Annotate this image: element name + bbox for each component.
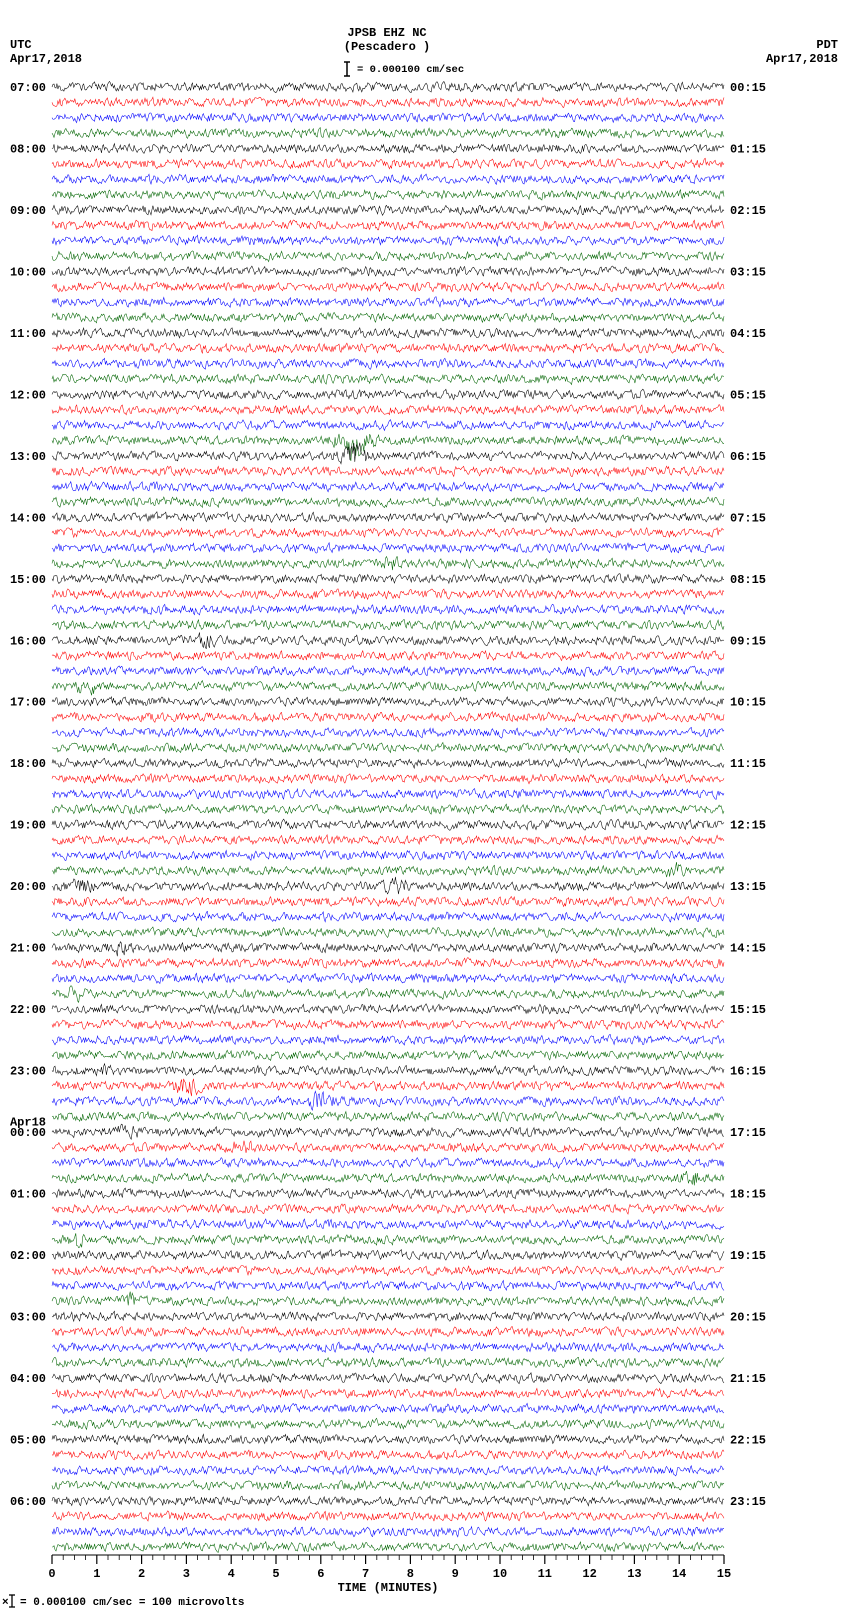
footer-scale: = 0.000100 cm/sec = 100 microvolts xyxy=(20,1597,244,1609)
pdt-hour-label: 16:15 xyxy=(730,1065,766,1079)
helicorder-plot: JPSB EHZ NC(Pescadero ) = 0.000100 cm/sec… xyxy=(0,0,850,1613)
pdt-hour-label: 14:15 xyxy=(730,942,766,956)
pdt-hour-label: 04:15 xyxy=(730,327,766,341)
x-tick-label: 14 xyxy=(672,1567,686,1581)
x-tick-label: 6 xyxy=(317,1567,324,1581)
utc-hour-label: 15:00 xyxy=(10,573,46,587)
utc-hour-label: 17:00 xyxy=(10,696,46,710)
scale-label: = 0.000100 cm/sec xyxy=(357,64,464,76)
helicorder-svg: JPSB EHZ NC(Pescadero ) = 0.000100 cm/sec… xyxy=(0,0,850,1613)
pdt-hour-label: 11:15 xyxy=(730,757,766,771)
x-tick-label: 10 xyxy=(493,1567,507,1581)
pdt-hour-label: 02:15 xyxy=(730,204,766,218)
pdt-hour-label: 05:15 xyxy=(730,388,766,402)
utc-hour-label: 22:00 xyxy=(10,1003,46,1017)
left-date: Apr17,2018 xyxy=(10,52,82,66)
pdt-hour-label: 19:15 xyxy=(730,1249,766,1263)
pdt-hour-label: 15:15 xyxy=(730,1003,766,1017)
pdt-hour-label: 01:15 xyxy=(730,142,766,156)
location-title: (Pescadero ) xyxy=(344,40,430,54)
utc-hour-label: 03:00 xyxy=(10,1310,46,1324)
pdt-hour-label: 20:15 xyxy=(730,1310,766,1324)
x-tick-label: 0 xyxy=(48,1567,55,1581)
utc-hour-label: 13:00 xyxy=(10,450,46,464)
pdt-hour-label: 06:15 xyxy=(730,450,766,464)
pdt-hour-label: 00:15 xyxy=(730,81,766,95)
utc-hour-label: 20:00 xyxy=(10,880,46,894)
x-tick-label: 12 xyxy=(582,1567,596,1581)
utc-hour-label: 08:00 xyxy=(10,142,46,156)
utc-hour-label: 06:00 xyxy=(10,1495,46,1509)
pdt-hour-label: 23:15 xyxy=(730,1495,766,1509)
utc-hour-label: 18:00 xyxy=(10,757,46,771)
footer-tick: × xyxy=(2,1597,9,1609)
pdt-hour-label: 21:15 xyxy=(730,1372,766,1386)
pdt-hour-label: 07:15 xyxy=(730,511,766,525)
utc-hour-label: 02:00 xyxy=(10,1249,46,1263)
utc-hour-label: 21:00 xyxy=(10,942,46,956)
pdt-hour-label: 09:15 xyxy=(730,634,766,648)
utc-hour-label: 19:00 xyxy=(10,819,46,833)
utc-hour-label: 12:00 xyxy=(10,388,46,402)
pdt-hour-label: 13:15 xyxy=(730,880,766,894)
x-tick-label: 3 xyxy=(183,1567,190,1581)
x-tick-label: 5 xyxy=(272,1567,279,1581)
x-tick-label: 4 xyxy=(228,1567,235,1581)
pdt-hour-label: 10:15 xyxy=(730,696,766,710)
x-tick-label: 1 xyxy=(93,1567,100,1581)
x-axis-label: TIME (MINUTES) xyxy=(338,1581,439,1595)
utc-hour-label: 11:00 xyxy=(10,327,46,341)
x-tick-label: 7 xyxy=(362,1567,369,1581)
x-tick-label: 13 xyxy=(627,1567,641,1581)
utc-hour-label: 16:00 xyxy=(10,634,46,648)
right-date: Apr17,2018 xyxy=(766,52,838,66)
utc-hour-label: 01:00 xyxy=(10,1188,46,1202)
x-tick-label: 8 xyxy=(407,1567,414,1581)
pdt-hour-label: 03:15 xyxy=(730,265,766,279)
pdt-hour-label: 17:15 xyxy=(730,1126,766,1140)
right-tz: PDT xyxy=(816,38,838,52)
utc-hour-label: 07:00 xyxy=(10,81,46,95)
left-tz: UTC xyxy=(10,38,32,52)
x-tick-label: 9 xyxy=(452,1567,459,1581)
pdt-hour-label: 08:15 xyxy=(730,573,766,587)
x-tick-label: 2 xyxy=(138,1567,145,1581)
pdt-hour-label: 22:15 xyxy=(730,1433,766,1447)
utc-hour-label: 00:00 xyxy=(10,1126,46,1140)
pdt-hour-label: 12:15 xyxy=(730,819,766,833)
utc-hour-label: 14:00 xyxy=(10,511,46,525)
utc-hour-label: 23:00 xyxy=(10,1065,46,1079)
utc-hour-label: 04:00 xyxy=(10,1372,46,1386)
station-title: JPSB EHZ NC xyxy=(347,26,426,40)
x-tick-label: 15 xyxy=(717,1567,731,1581)
utc-hour-label: 09:00 xyxy=(10,204,46,218)
x-tick-label: 11 xyxy=(538,1567,552,1581)
utc-hour-label: 05:00 xyxy=(10,1433,46,1447)
pdt-hour-label: 18:15 xyxy=(730,1188,766,1202)
utc-hour-label: 10:00 xyxy=(10,265,46,279)
